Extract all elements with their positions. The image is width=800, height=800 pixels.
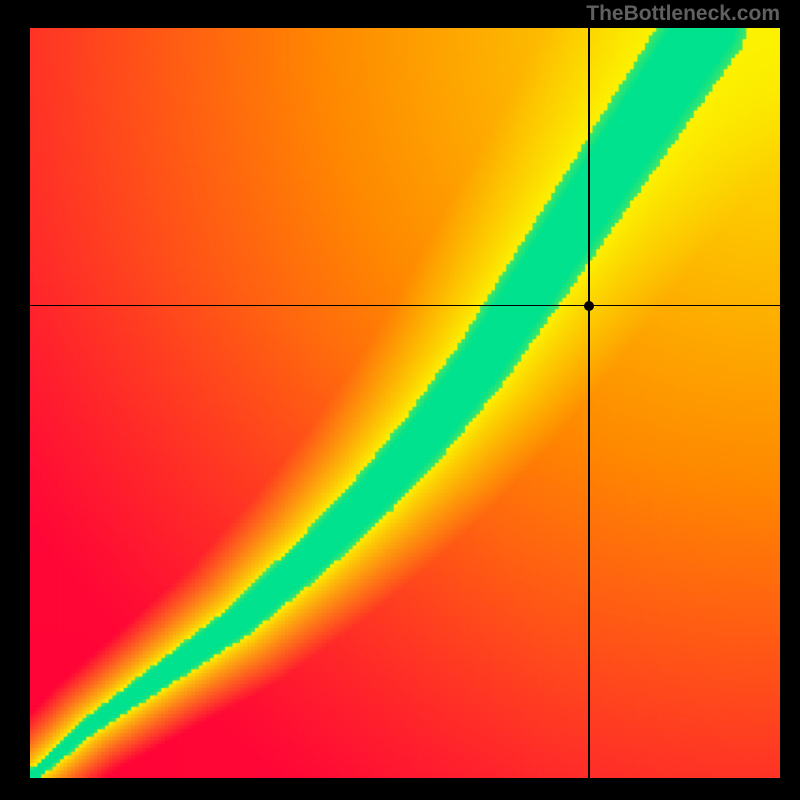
heatmap-plot: [30, 28, 780, 778]
crosshair-marker: [584, 301, 594, 311]
crosshair-horizontal: [30, 305, 780, 307]
watermark-text: TheBottleneck.com: [586, 2, 780, 26]
crosshair-vertical: [588, 28, 590, 778]
heatmap-canvas: [30, 28, 780, 778]
